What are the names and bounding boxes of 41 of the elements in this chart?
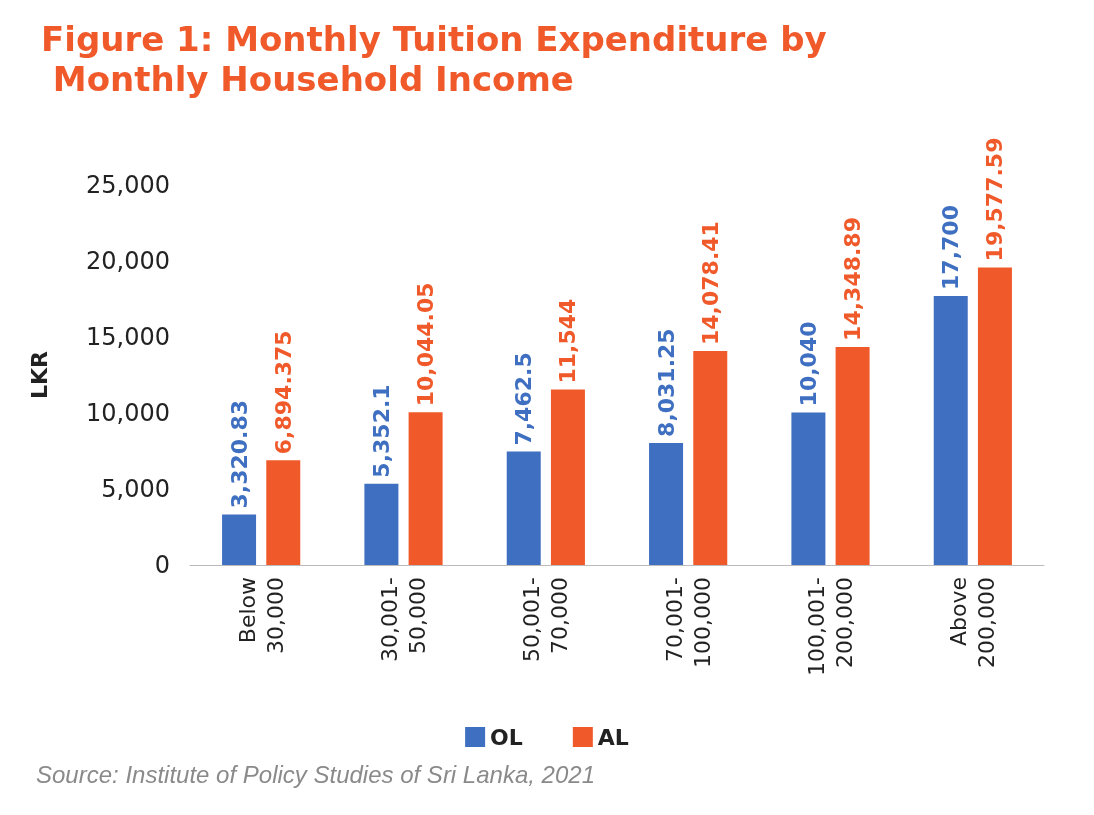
y-tick-label: 15,000 [86, 323, 170, 351]
bar [693, 351, 728, 565]
data-label: 19,577.59 [982, 137, 1008, 262]
legend-label: OL [490, 724, 523, 750]
x-tick-label: 50,001- 70,000 [519, 577, 573, 662]
y-tick-label: 25,000 [86, 171, 170, 199]
data-label: 6,894.375 [270, 330, 296, 455]
data-label: 10,044.05 [413, 282, 439, 407]
legend-label: AL [597, 724, 629, 750]
bar [222, 514, 257, 565]
data-label: 17,700 [938, 205, 964, 290]
data-label: 3,320.83 [226, 399, 252, 509]
bar [835, 346, 870, 565]
bar [649, 442, 684, 565]
data-label: 14,348.89 [840, 217, 866, 341]
bar [266, 460, 301, 565]
data-label: 14,078.41 [697, 221, 723, 346]
y-tick-label: 0 [154, 551, 170, 579]
bar [506, 451, 541, 565]
x-tick-label: 30,001- 50,000 [377, 577, 430, 662]
bar [977, 267, 1012, 565]
y-tick-label: 10,000 [86, 399, 170, 427]
data-label: 11,544 [555, 298, 581, 384]
data-label: 8,031.25 [653, 328, 679, 437]
data-label: 10,040 [795, 321, 821, 407]
x-tick-label: Below 30,000 [234, 577, 288, 654]
y-tick-label: 5,000 [101, 475, 170, 503]
x-tick-label: Above 200,000 [946, 577, 1000, 668]
chart-title: Figure 1: Monthly Tuition Expenditure by Monthly Household Income [41, 19, 827, 99]
bar [550, 389, 585, 565]
bar [408, 412, 443, 565]
data-label: 7,462.5 [511, 352, 537, 446]
y-axis-title: LKR [26, 350, 52, 400]
y-tick-label: 20,000 [86, 247, 170, 275]
bar [933, 295, 968, 565]
x-tick-label: 70,001- 100,000 [661, 577, 715, 668]
bar [364, 483, 399, 565]
source-note: Source: Institute of Policy Studies of Sri Lanka, 2021 [36, 760, 595, 788]
x-tick-label: 100,001- 200,000 [804, 577, 857, 676]
bar [791, 412, 826, 565]
data-label: 5,352.1 [368, 384, 394, 478]
